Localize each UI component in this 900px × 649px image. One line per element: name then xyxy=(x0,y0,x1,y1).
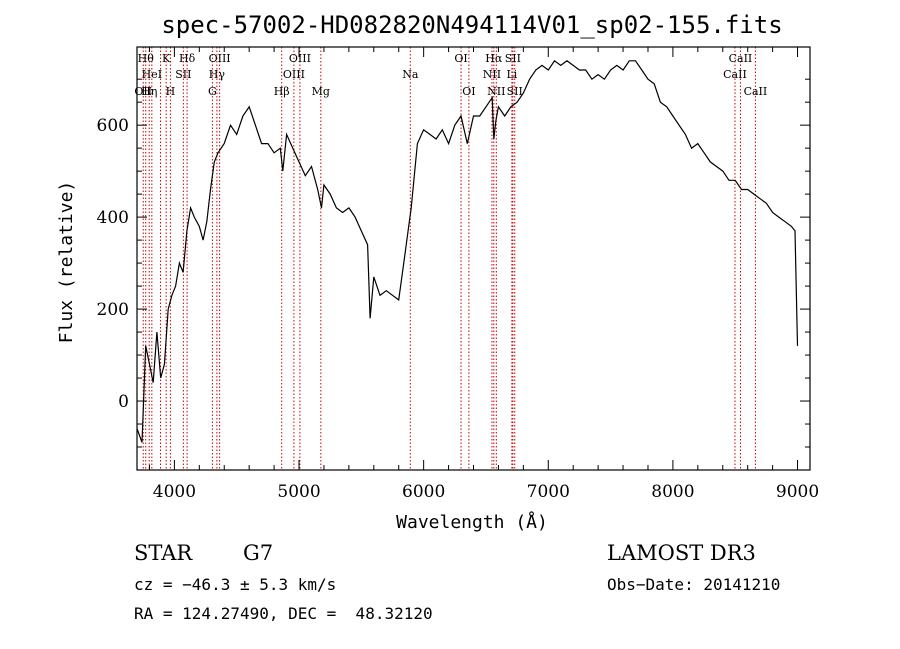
y-tick-label-1: 200 xyxy=(97,300,129,320)
x-tick-label-1: 5000 xyxy=(277,482,320,502)
line-label-23: SII xyxy=(505,52,521,65)
x-axis-label: Wavelength (Å) xyxy=(396,511,548,533)
chart-title: spec-57002-HD082820N494114V01_sp02-155.f… xyxy=(161,11,782,39)
line-label-17: OI xyxy=(454,52,467,65)
observation-date: Obs−Date: 20141210 xyxy=(607,575,781,594)
y-tick-label-0: 0 xyxy=(118,392,129,412)
line-label-10: Hγ xyxy=(209,68,226,81)
line-label-2: Hη xyxy=(141,85,157,98)
line-label-0: OII xyxy=(134,85,152,98)
line-label-15: Mg xyxy=(312,85,330,98)
line-label-20: Hα xyxy=(485,52,503,65)
subclass: G7 xyxy=(243,541,274,565)
line-label-18: OI xyxy=(462,85,475,98)
line-label-16: Na xyxy=(402,68,419,81)
line-label-5: K xyxy=(162,52,171,65)
x-tick-label-2: 6000 xyxy=(402,482,445,502)
x-tick-label-4: 8000 xyxy=(651,482,694,502)
object-class: STAR xyxy=(134,541,193,565)
line-label-21: NII xyxy=(487,85,505,98)
line-label-22: Li xyxy=(506,68,517,81)
line-label-6: H xyxy=(166,85,176,98)
coordinates: RA = 124.27490, DEC = 48.32120 xyxy=(134,604,433,623)
spectral-line-markers xyxy=(142,47,756,470)
line-label-14: OIII xyxy=(289,52,311,65)
x-tick-label-3: 7000 xyxy=(527,482,570,502)
line-label-27: CaII xyxy=(744,85,768,98)
line-label-1: Hθ xyxy=(138,52,155,65)
x-tick-label-5: 9000 xyxy=(776,482,819,502)
line-label-24: SII xyxy=(507,85,523,98)
y-tick-label-3: 600 xyxy=(97,116,129,136)
redshift-velocity: cz = −46.3 ± 5.3 km/s xyxy=(134,575,337,594)
y-tick-label-2: 400 xyxy=(97,208,129,228)
line-label-19: NII xyxy=(483,68,501,81)
line-label-12: Hβ xyxy=(274,85,290,98)
line-label-25: CaII xyxy=(723,68,747,81)
flux-series-line xyxy=(136,59,799,443)
line-label-3: HeI xyxy=(142,68,162,81)
axis-ticks xyxy=(137,47,810,470)
line-label-13: OIII xyxy=(283,68,305,81)
line-label-8: Hδ xyxy=(179,52,196,65)
line-label-26: CaII xyxy=(729,52,753,65)
survey-name: LAMOST DR3 xyxy=(607,541,756,565)
x-tick-label-0: 4000 xyxy=(153,482,196,502)
axis-tick-labels: 4000 5000 6000 7000 8000 9000 0 200 400 600 xyxy=(97,116,820,502)
line-label-11: OIII xyxy=(209,52,231,65)
y-axis-label: Flux (relative) xyxy=(56,181,77,344)
line-label-7: SII xyxy=(175,68,191,81)
plot-frame xyxy=(136,46,811,471)
line-label-9: G xyxy=(208,85,217,98)
